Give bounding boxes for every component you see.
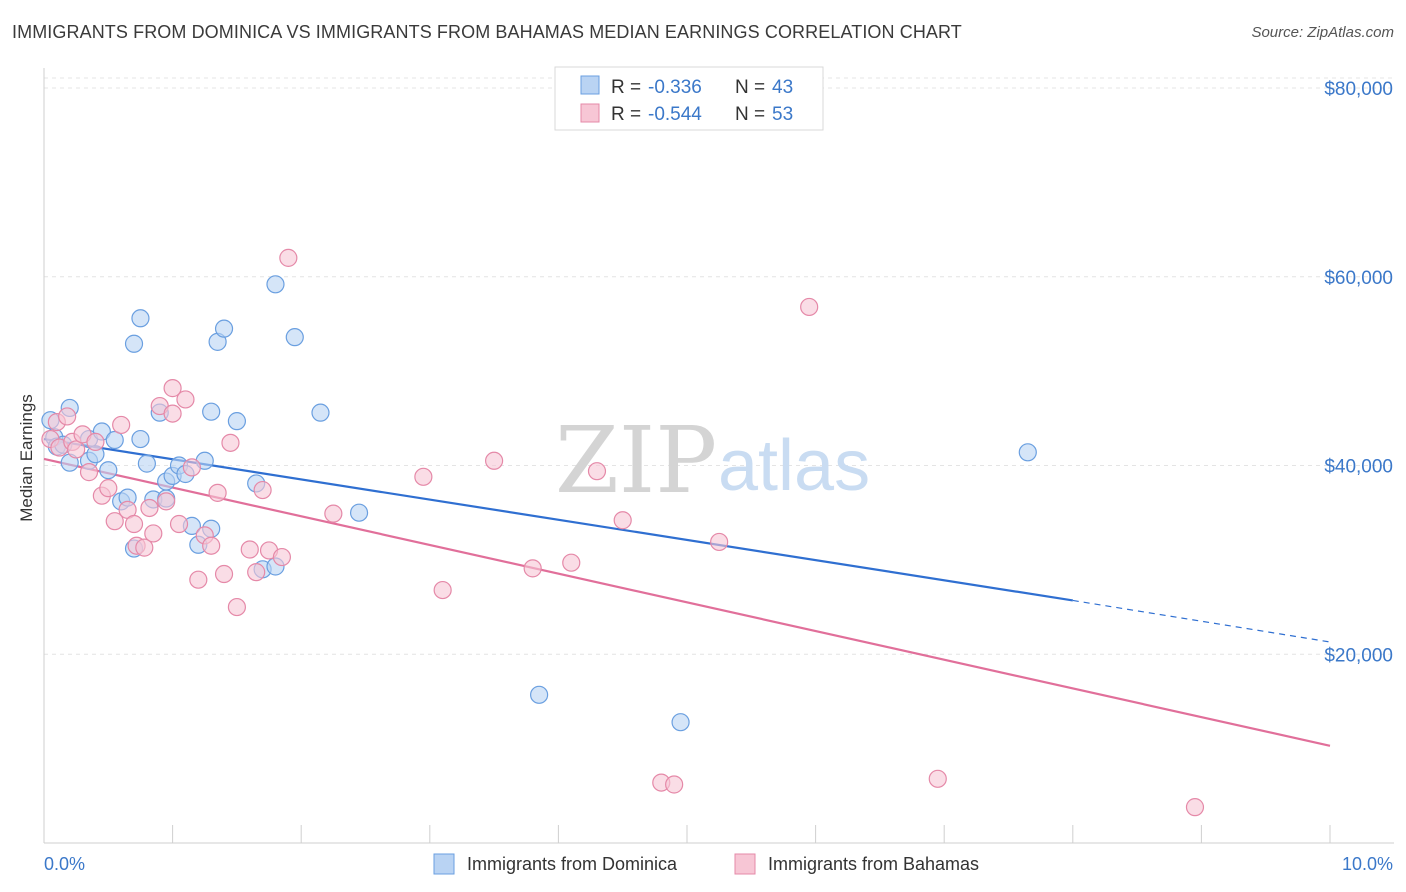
point-bahamas-41 bbox=[485, 451, 504, 470]
point-bahamas-24 bbox=[182, 458, 201, 477]
legend-n-label-2: N = bbox=[735, 104, 765, 125]
point-dominica-20 bbox=[131, 309, 150, 328]
bottom-legend-swatch-bahamas bbox=[734, 853, 756, 875]
point-bahamas-3 bbox=[58, 407, 77, 426]
point-bahamas-23 bbox=[176, 390, 195, 409]
point-dominica-33 bbox=[227, 412, 246, 431]
point-bahamas-38 bbox=[324, 504, 343, 523]
legend-r-value-2: -0.544 bbox=[648, 104, 702, 125]
point-bahamas-36 bbox=[272, 547, 292, 567]
bottom-legend-dominica: Immigrants from Dominica bbox=[467, 854, 678, 874]
trend-extension-dominica bbox=[1072, 599, 1331, 643]
y-tick-label-20000: $20,000 bbox=[1324, 645, 1393, 666]
point-dominica-42 bbox=[671, 713, 690, 732]
y-tick-label-60000: $60,000 bbox=[1324, 268, 1393, 289]
point-bahamas-16 bbox=[135, 538, 154, 557]
grid-lines bbox=[44, 77, 1394, 655]
point-dominica-32 bbox=[214, 319, 234, 338]
legend-r-value-1: -0.336 bbox=[648, 77, 702, 98]
point-bahamas-20 bbox=[157, 492, 176, 511]
point-bahamas-48 bbox=[710, 532, 729, 552]
point-dominica-16 bbox=[137, 454, 156, 473]
legend-n-label-1: N = bbox=[735, 77, 765, 98]
point-bahamas-52 bbox=[163, 404, 182, 423]
correlation-legend: R = -0.336 N = 43 R = -0.544 N = 53 bbox=[554, 66, 824, 131]
point-dominica-30 bbox=[202, 402, 221, 421]
watermark-zip: ZIP bbox=[555, 407, 717, 514]
point-dominica-37 bbox=[266, 275, 285, 294]
point-bahamas-50 bbox=[928, 769, 947, 788]
x-tick-label-max: 10.0% bbox=[1342, 854, 1393, 874]
point-bahamas-5 bbox=[67, 440, 86, 459]
point-bahamas-8 bbox=[86, 432, 105, 452]
point-bahamas-14 bbox=[124, 514, 144, 534]
point-bahamas-22 bbox=[169, 514, 189, 534]
point-dominica-41 bbox=[530, 685, 549, 704]
point-bahamas-25 bbox=[189, 570, 208, 589]
point-bahamas-31 bbox=[227, 597, 246, 617]
point-bahamas-11 bbox=[105, 512, 124, 531]
data-points bbox=[41, 248, 1205, 817]
point-dominica-19 bbox=[124, 334, 144, 353]
point-bahamas-30 bbox=[221, 433, 240, 452]
point-dominica-40 bbox=[349, 503, 369, 522]
point-bahamas-42 bbox=[523, 559, 542, 578]
point-bahamas-43 bbox=[562, 553, 581, 572]
point-bahamas-33 bbox=[247, 563, 266, 582]
legend-swatch-dominica bbox=[580, 75, 600, 95]
watermark-atlas: atlas bbox=[718, 426, 870, 506]
y-tick-label-80000: $80,000 bbox=[1324, 79, 1393, 100]
chart-source: Source: ZipAtlas.com bbox=[1251, 24, 1394, 41]
bottom-legend-swatch-dominica bbox=[433, 853, 455, 875]
point-bahamas-18 bbox=[144, 524, 163, 543]
legend-swatch-bahamas bbox=[580, 103, 600, 123]
point-bahamas-45 bbox=[613, 511, 632, 530]
legend-r-label-2: R = bbox=[611, 104, 641, 125]
point-bahamas-21 bbox=[163, 379, 182, 398]
point-bahamas-39 bbox=[414, 467, 433, 486]
point-bahamas-37 bbox=[279, 248, 298, 267]
trend-line-dominica bbox=[43, 437, 1073, 602]
point-dominica-38 bbox=[285, 328, 304, 347]
series-legend: Immigrants from Dominica Immigrants from… bbox=[433, 853, 979, 875]
point-bahamas-10 bbox=[99, 479, 118, 498]
x-tick-label-min: 0.0% bbox=[44, 854, 85, 874]
bottom-legend-bahamas: Immigrants from Bahamas bbox=[768, 854, 979, 874]
axes bbox=[43, 68, 1394, 844]
point-dominica-11 bbox=[105, 430, 124, 450]
point-dominica-15 bbox=[131, 429, 150, 449]
point-bahamas-51 bbox=[1185, 798, 1205, 817]
point-bahamas-49 bbox=[800, 297, 819, 317]
point-bahamas-28 bbox=[208, 483, 227, 502]
point-bahamas-44 bbox=[587, 462, 607, 481]
y-tick-label-40000: $40,000 bbox=[1324, 457, 1393, 478]
legend-n-value-2: 53 bbox=[772, 104, 793, 125]
point-dominica-39 bbox=[311, 403, 330, 422]
point-bahamas-17 bbox=[140, 498, 159, 518]
trend-line-bahamas bbox=[43, 457, 1331, 747]
point-bahamas-29 bbox=[214, 564, 234, 584]
point-bahamas-27 bbox=[202, 536, 221, 555]
point-bahamas-7 bbox=[79, 463, 99, 482]
point-bahamas-32 bbox=[240, 540, 259, 559]
tick-labels: $20,000 $40,000 $60,000 $80,000 0.0% 10.0% bbox=[44, 79, 1393, 874]
point-dominica-43 bbox=[1018, 443, 1037, 462]
legend-n-value-1: 43 bbox=[772, 77, 793, 98]
point-dominica-10 bbox=[99, 461, 118, 480]
trend-lines bbox=[43, 437, 1331, 747]
chart-title: IMMIGRANTS FROM DOMINICA VS IMMIGRANTS F… bbox=[12, 22, 962, 42]
point-bahamas-40 bbox=[433, 580, 452, 600]
point-bahamas-34 bbox=[253, 480, 272, 500]
y-axis-title: Median Earnings bbox=[17, 394, 36, 522]
point-bahamas-12 bbox=[112, 415, 131, 435]
point-bahamas-47 bbox=[665, 775, 684, 794]
legend-r-label-1: R = bbox=[611, 77, 641, 98]
